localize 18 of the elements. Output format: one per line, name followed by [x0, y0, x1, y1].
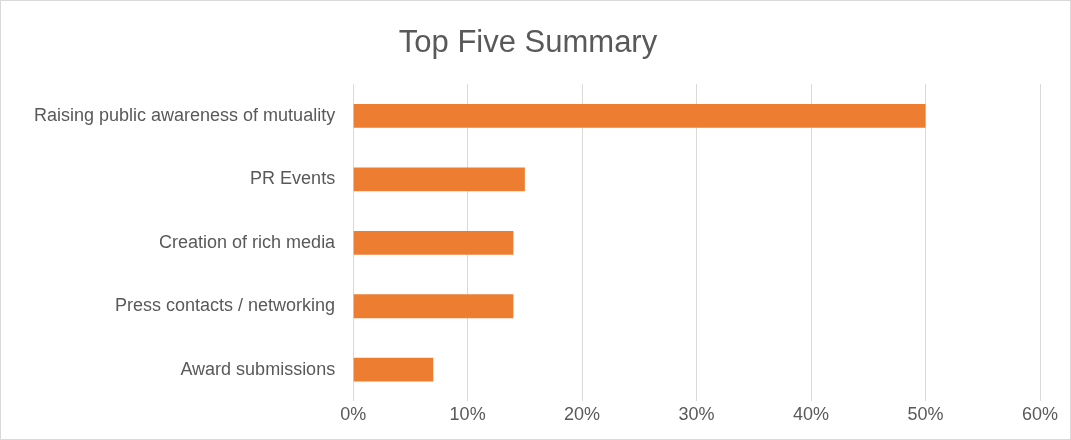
x-tick-label: 20% [564, 404, 601, 425]
chart-title: Top Five Summary [398, 24, 658, 60]
bar [353, 357, 434, 382]
y-tick-label: Press contacts / networking [115, 295, 336, 316]
bar [353, 167, 525, 192]
x-tick-label: 10% [449, 404, 486, 425]
y-tick-label: Award submissions [180, 358, 336, 379]
bar [353, 294, 514, 319]
x-tick-label: 50% [907, 404, 944, 425]
y-tick-label: PR Events [250, 168, 336, 189]
x-tick-label: 30% [678, 404, 715, 425]
y-tick-label: Raising public awareness of mutuality [33, 104, 336, 125]
bar [353, 230, 514, 255]
y-tick-label: Creation of rich media [159, 231, 337, 252]
x-tick-label: 60% [1021, 404, 1059, 425]
bar [353, 104, 926, 128]
x-tick-label: 0% [340, 404, 367, 425]
x-tick-label: 40% [793, 404, 830, 425]
